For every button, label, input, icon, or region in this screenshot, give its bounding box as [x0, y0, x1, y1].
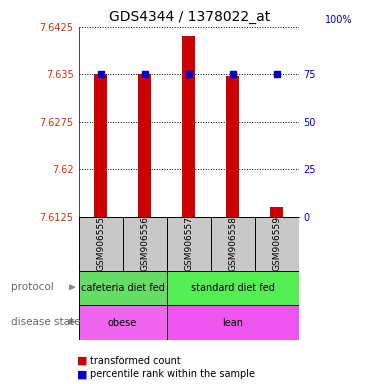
Text: GDS4344 / 1378022_at: GDS4344 / 1378022_at — [109, 10, 270, 24]
Bar — [94, 74, 107, 217]
Text: protocol: protocol — [11, 282, 54, 292]
FancyBboxPatch shape — [211, 217, 255, 271]
FancyBboxPatch shape — [79, 305, 167, 340]
Bar — [138, 74, 151, 217]
Text: disease state: disease state — [11, 317, 81, 327]
Text: GSM906556: GSM906556 — [140, 216, 149, 271]
Text: cafeteria diet fed: cafeteria diet fed — [81, 283, 164, 293]
Text: obese: obese — [108, 318, 137, 328]
FancyBboxPatch shape — [167, 271, 299, 305]
Text: 100%: 100% — [325, 15, 353, 25]
Text: GSM906555: GSM906555 — [96, 216, 105, 271]
Bar — [226, 76, 239, 217]
FancyBboxPatch shape — [255, 217, 299, 271]
Bar — [182, 36, 195, 217]
Bar — [270, 207, 283, 217]
Text: transformed count: transformed count — [90, 356, 181, 366]
FancyBboxPatch shape — [167, 305, 299, 340]
Text: ■: ■ — [77, 356, 87, 366]
Text: lean: lean — [222, 318, 243, 328]
FancyBboxPatch shape — [79, 217, 123, 271]
Text: percentile rank within the sample: percentile rank within the sample — [90, 369, 255, 379]
Text: standard diet fed: standard diet fed — [191, 283, 275, 293]
Text: GSM906559: GSM906559 — [272, 216, 281, 271]
FancyBboxPatch shape — [167, 217, 211, 271]
Text: ■: ■ — [77, 369, 87, 379]
Text: GSM906557: GSM906557 — [184, 216, 193, 271]
Text: GSM906558: GSM906558 — [228, 216, 237, 271]
FancyBboxPatch shape — [123, 217, 167, 271]
FancyBboxPatch shape — [79, 271, 167, 305]
